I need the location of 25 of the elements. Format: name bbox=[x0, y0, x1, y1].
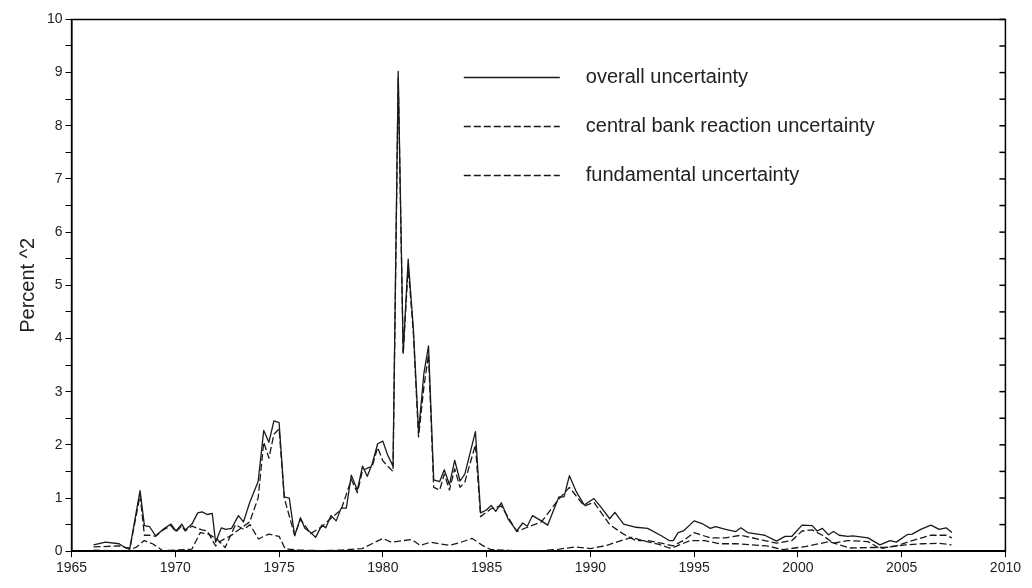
legend-label: central bank reaction uncertainty bbox=[585, 113, 875, 136]
y-tick-label: 8 bbox=[54, 116, 63, 133]
y-tick-label: 4 bbox=[54, 329, 63, 346]
y-tick-label: 6 bbox=[54, 222, 63, 239]
x-tick-label: 1970 bbox=[159, 559, 192, 576]
x-tick-label: 2005 bbox=[886, 559, 918, 576]
x-tick-label: 2000 bbox=[782, 559, 814, 576]
y-tick-label: 5 bbox=[54, 276, 63, 293]
x-tick-label: 1985 bbox=[471, 559, 503, 576]
y-tick-label: 1 bbox=[54, 488, 63, 505]
x-tick-label: 1965 bbox=[55, 559, 88, 576]
legend-label: overall uncertainty bbox=[585, 64, 749, 87]
y-tick-label: 7 bbox=[54, 169, 63, 186]
y-tick-label: 3 bbox=[54, 382, 63, 399]
x-tick-label: 1975 bbox=[263, 559, 295, 576]
x-tick-label: 1995 bbox=[678, 559, 710, 576]
y-tick-label: 9 bbox=[54, 63, 63, 80]
y-axis-title: Percent ^2 bbox=[15, 237, 38, 333]
x-tick-label: 1980 bbox=[367, 559, 399, 576]
y-tick-label: 10 bbox=[46, 10, 63, 27]
x-tick-label: 1990 bbox=[574, 559, 607, 576]
x-tick-label: 2010 bbox=[989, 559, 1022, 576]
y-tick-label: 2 bbox=[54, 435, 63, 452]
legend-label: fundamental uncertainty bbox=[585, 162, 800, 185]
y-tick-label: 0 bbox=[54, 542, 63, 559]
